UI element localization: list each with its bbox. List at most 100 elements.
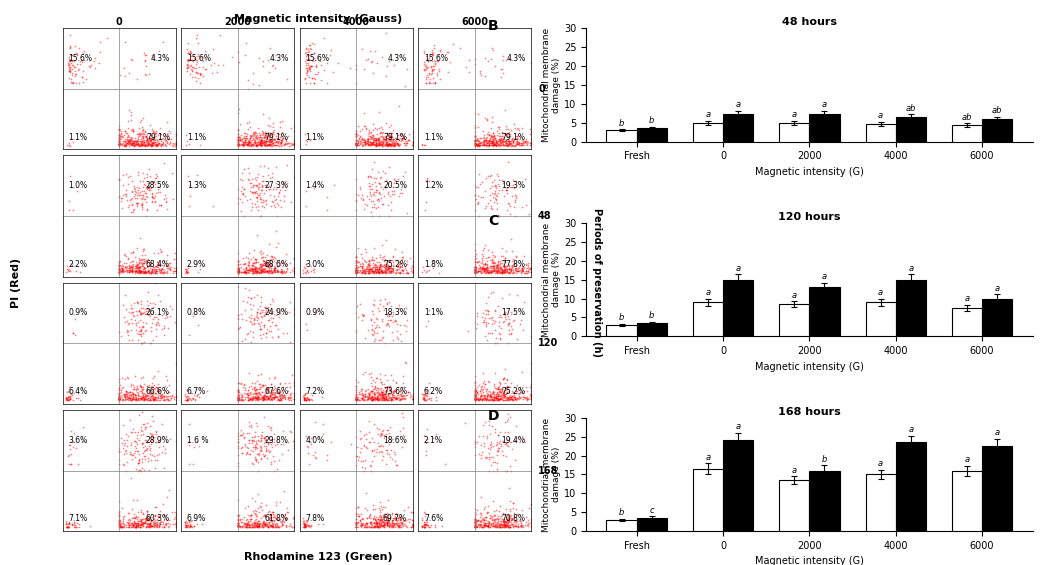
Point bbox=[191, 441, 208, 450]
Point bbox=[254, 260, 271, 270]
Point bbox=[63, 50, 79, 59]
Point bbox=[372, 370, 389, 379]
Point bbox=[248, 197, 265, 206]
Point bbox=[62, 64, 78, 73]
Point bbox=[135, 515, 151, 524]
Point bbox=[245, 392, 262, 401]
Point bbox=[59, 393, 76, 402]
Point bbox=[394, 133, 411, 142]
Point bbox=[372, 520, 389, 529]
Point bbox=[374, 262, 391, 271]
Point bbox=[478, 135, 494, 144]
Point bbox=[251, 442, 268, 451]
Point bbox=[298, 519, 315, 528]
Point bbox=[469, 266, 486, 275]
Point bbox=[369, 195, 386, 204]
Point bbox=[491, 186, 508, 195]
Point bbox=[348, 264, 365, 273]
Point bbox=[295, 262, 312, 271]
Point bbox=[233, 309, 249, 318]
Point bbox=[506, 176, 523, 185]
Point bbox=[382, 135, 398, 144]
Point bbox=[378, 268, 394, 277]
Point bbox=[495, 263, 512, 272]
Point bbox=[384, 311, 401, 320]
Point bbox=[263, 267, 280, 276]
Point bbox=[496, 379, 513, 388]
Point bbox=[348, 395, 365, 404]
Point bbox=[132, 200, 149, 209]
Point bbox=[111, 392, 127, 401]
Point bbox=[418, 197, 435, 206]
Point bbox=[127, 319, 144, 328]
Point bbox=[296, 393, 313, 402]
Point bbox=[262, 122, 278, 131]
Point bbox=[353, 135, 369, 144]
Point bbox=[483, 442, 500, 451]
Point bbox=[116, 450, 132, 459]
Point bbox=[404, 141, 420, 150]
Point bbox=[498, 520, 514, 529]
Point bbox=[359, 137, 375, 146]
Point bbox=[416, 523, 433, 532]
Point bbox=[129, 198, 146, 207]
Point bbox=[141, 136, 157, 145]
Point bbox=[161, 134, 177, 144]
Point bbox=[357, 386, 373, 395]
Point bbox=[258, 136, 274, 145]
Point bbox=[468, 516, 485, 525]
Point bbox=[299, 66, 316, 75]
Point bbox=[114, 260, 130, 270]
Point bbox=[258, 130, 274, 139]
Point bbox=[390, 263, 407, 272]
Point bbox=[129, 259, 146, 268]
Point bbox=[479, 508, 495, 517]
Point bbox=[248, 310, 265, 319]
Point bbox=[482, 523, 499, 532]
Point bbox=[486, 521, 503, 531]
Point bbox=[466, 267, 483, 276]
Point bbox=[141, 515, 157, 524]
Point bbox=[348, 385, 365, 394]
Point bbox=[371, 497, 388, 506]
Point bbox=[127, 193, 144, 202]
Point bbox=[487, 394, 504, 403]
Point bbox=[121, 261, 138, 270]
Point bbox=[368, 385, 385, 394]
Point bbox=[264, 451, 281, 460]
Point bbox=[120, 140, 137, 149]
Point bbox=[482, 393, 499, 402]
Point bbox=[252, 394, 269, 403]
Point bbox=[488, 195, 505, 205]
Point bbox=[111, 263, 127, 272]
Point bbox=[499, 268, 515, 277]
Point bbox=[134, 329, 150, 338]
Point bbox=[382, 385, 398, 394]
Point bbox=[139, 394, 155, 403]
Point bbox=[232, 134, 248, 144]
Point bbox=[479, 393, 495, 402]
Point bbox=[502, 390, 518, 399]
Point bbox=[370, 395, 387, 404]
Point bbox=[391, 267, 408, 276]
Point bbox=[500, 441, 516, 450]
Point bbox=[252, 446, 269, 455]
Point bbox=[75, 66, 92, 75]
Point bbox=[62, 68, 78, 77]
Point bbox=[128, 140, 145, 149]
Point bbox=[157, 137, 174, 146]
Point bbox=[139, 382, 155, 391]
Point bbox=[484, 136, 501, 145]
Point bbox=[246, 389, 263, 398]
Point bbox=[144, 268, 161, 277]
Point bbox=[483, 421, 500, 431]
Point bbox=[266, 391, 283, 400]
Point bbox=[248, 440, 265, 449]
Point bbox=[260, 137, 276, 146]
Point bbox=[120, 518, 137, 527]
Point bbox=[397, 140, 414, 149]
Point bbox=[111, 516, 127, 525]
Point bbox=[351, 259, 368, 268]
Point bbox=[360, 266, 377, 275]
Point bbox=[135, 136, 151, 145]
